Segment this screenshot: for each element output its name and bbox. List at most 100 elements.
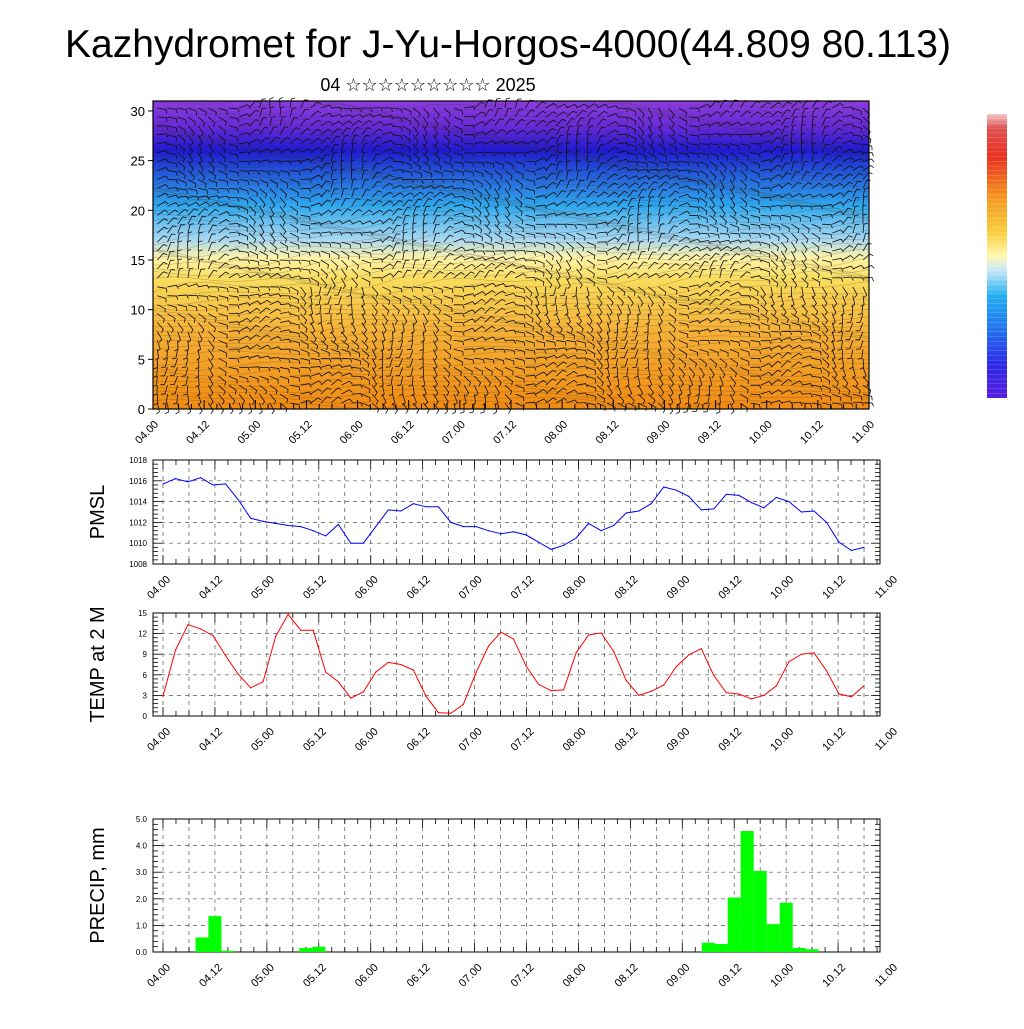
- y-tick-label: 0: [138, 402, 145, 417]
- x-tick-label: 11.00: [850, 419, 877, 446]
- panel-frame: [152, 459, 881, 565]
- temp-point: [638, 694, 640, 697]
- temp-point: [475, 672, 477, 674]
- temp-point: [788, 661, 790, 663]
- y-axis-label: PMSL: [87, 485, 109, 539]
- temp-point: [863, 685, 865, 687]
- pmsl-point: [450, 521, 452, 524]
- temp-point: [625, 679, 627, 681]
- precip-bar: [221, 950, 235, 952]
- temp-point: [350, 697, 352, 699]
- x-tick-label: 11.00: [873, 574, 900, 601]
- precip-bar: [299, 948, 313, 952]
- temp-point: [575, 652, 577, 654]
- x-tick-label: 04.12: [197, 574, 225, 602]
- temp-point: [400, 663, 402, 666]
- precip-bar: [195, 937, 209, 952]
- x-tick-label: 07.00: [457, 574, 485, 602]
- temp-point: [825, 670, 828, 672]
- x-tick-label: 09.12: [696, 419, 724, 447]
- x-tick-label: 07.00: [440, 419, 468, 447]
- pmsl-point: [800, 511, 803, 513]
- x-tick-label: 07.00: [457, 726, 485, 754]
- temp-point: [412, 669, 414, 671]
- pmsl-point: [588, 522, 590, 525]
- temp-point: [487, 645, 490, 647]
- y-tick-label: 15: [138, 609, 147, 618]
- pmsl-point: [613, 524, 615, 527]
- cross-section-field: [153, 101, 869, 409]
- pmsl-point: [162, 483, 164, 485]
- pmsl-point: [337, 523, 339, 526]
- pmsl-point: [688, 495, 690, 497]
- pmsl-point: [437, 506, 440, 508]
- precip-bar: [779, 902, 793, 952]
- temp-point: [525, 665, 527, 667]
- pmsl-point: [275, 522, 277, 525]
- pmsl-point: [312, 530, 314, 532]
- x-tick-label: 06.12: [405, 962, 433, 990]
- precip-bar: [701, 942, 715, 952]
- x-tick-label: 06.12: [405, 574, 433, 602]
- wind-barbs: [152, 96, 875, 415]
- temp-point: [375, 671, 377, 673]
- pmsl-point: [412, 503, 414, 505]
- y-tick-label: 4.0: [136, 842, 148, 851]
- temp-point: [775, 685, 778, 687]
- x-tick-label: 06.00: [353, 962, 381, 990]
- grid: [153, 460, 880, 564]
- pmsl-point: [625, 512, 627, 514]
- x-tick-label: 05.00: [235, 419, 263, 447]
- y-tick-label: 20: [131, 203, 145, 218]
- pmsl-point: [562, 544, 565, 546]
- pmsl-point: [362, 542, 364, 544]
- chart-title: Kazhydromet for J-Yu-Horgos-4000(44.809 …: [65, 23, 951, 66]
- x-tick-label: 07.00: [457, 962, 485, 990]
- x-tick-label: 08.00: [561, 574, 589, 602]
- y-tick-label: 5: [138, 352, 145, 367]
- x-tick-label: 09.12: [716, 726, 744, 754]
- pmsl-point: [300, 525, 302, 528]
- pmsl-point: [500, 533, 502, 535]
- x-tick-label: 06.00: [353, 574, 381, 602]
- x-tick-label: 08.12: [613, 962, 641, 990]
- pmsl-point: [838, 541, 840, 543]
- pmsl-point: [199, 477, 202, 479]
- y-tick-label: 3.0: [136, 868, 148, 877]
- temp-point: [450, 712, 452, 714]
- x-tick-label: 05.00: [249, 574, 277, 602]
- x-tick-label: 05.12: [301, 962, 329, 990]
- temp-point: [187, 624, 189, 626]
- temp-point: [650, 690, 652, 692]
- temp-point: [663, 684, 665, 686]
- temp-point: [763, 694, 765, 697]
- pmsl-point: [512, 531, 515, 533]
- pmsl-point: [224, 483, 227, 485]
- y-axis-label: PRECIP, mm: [87, 827, 109, 943]
- precip-bars: [195, 831, 819, 952]
- x-tick-label: 08.00: [561, 962, 589, 990]
- x-tick-label: 09.00: [664, 574, 692, 602]
- temp-point: [550, 689, 552, 692]
- x-tick-label: 08.12: [613, 574, 641, 602]
- y-tick-label: 1012: [129, 518, 147, 527]
- pmsl-point: [174, 478, 177, 480]
- pmsl-point: [212, 484, 214, 486]
- precip-bar: [208, 916, 222, 952]
- y-tick-label: 10: [131, 303, 145, 318]
- x-tick-label: 06.00: [338, 419, 366, 447]
- pmsl-point: [237, 498, 239, 501]
- pmsl-point: [813, 510, 815, 512]
- x-tick-label: 05.00: [249, 726, 277, 754]
- pmsl-point: [425, 506, 427, 508]
- temp-point: [287, 613, 289, 615]
- x-tick-label: 04.00: [145, 962, 173, 990]
- precip-bar: [753, 870, 767, 952]
- temp-point: [212, 635, 214, 637]
- x-tick-label: 05.12: [287, 419, 315, 447]
- pmsl-point: [750, 502, 752, 504]
- temp-point: [700, 648, 702, 650]
- pmsl-point: [400, 510, 402, 512]
- x-tick-label: 10.12: [820, 962, 848, 990]
